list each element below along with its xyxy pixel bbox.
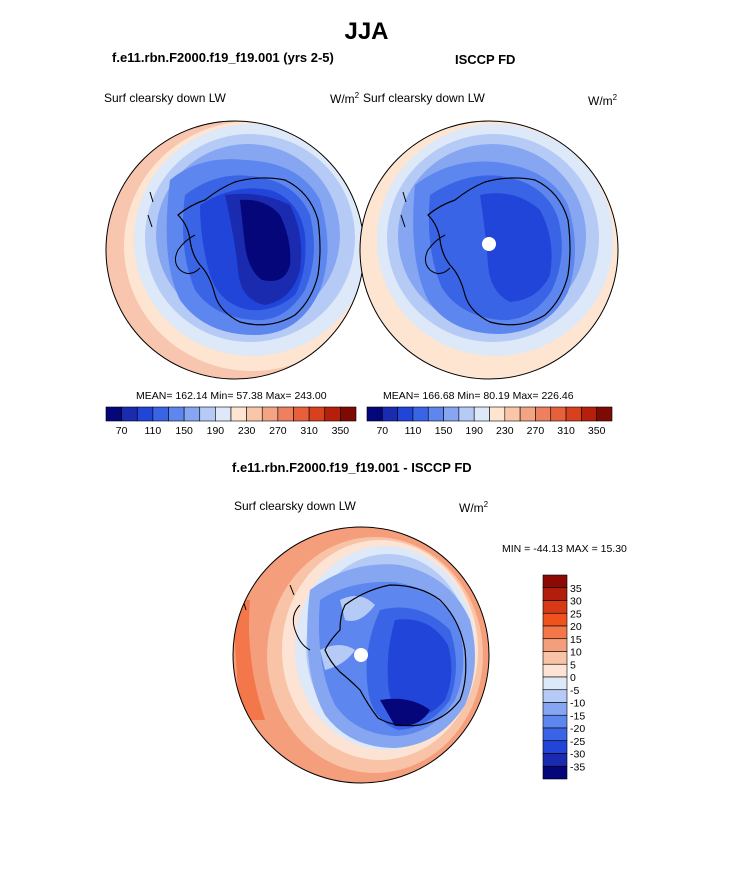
obs-colorbar: 70 110 150 190 230 270 310 350 bbox=[366, 406, 613, 437]
model-colorbar-tick-label: 350 bbox=[332, 425, 350, 437]
obs-colorbar-tick-label: 110 bbox=[405, 425, 422, 437]
diff-stats: MIN = -44.13 MAX = 15.30 bbox=[502, 543, 627, 555]
diff-colorbar-tick-label: -5 bbox=[570, 685, 579, 697]
model-colorbar-tick-label: 230 bbox=[238, 425, 256, 437]
diff-colorbar-box bbox=[542, 676, 568, 691]
model-colorbar-tick-label: 190 bbox=[207, 425, 225, 437]
obs-colorbar-box bbox=[550, 406, 567, 422]
model-panel-title: f.e11.rbn.F2000.f19_f19.001 (yrs 2-5) bbox=[112, 50, 334, 65]
diff-colorbar-tick-label: 0 bbox=[570, 672, 576, 684]
obs-colorbar-tick-label: 270 bbox=[527, 425, 545, 437]
obs-units-label: W/m2 bbox=[588, 93, 618, 108]
diff-colorbar-box bbox=[542, 638, 568, 652]
model-colorbar-box bbox=[293, 406, 310, 422]
diff-colorbar-tick-label: -25 bbox=[570, 736, 585, 748]
diff-colorbar-tick-label: 15 bbox=[570, 634, 582, 646]
diff-polar-map bbox=[232, 526, 490, 784]
obs-panel-title: ISCCP FD bbox=[455, 52, 516, 67]
diff-colorbar-tick-label: 30 bbox=[570, 596, 582, 608]
diff-colorbar-box bbox=[542, 600, 568, 614]
diff-colorbar-box bbox=[542, 689, 568, 703]
model-variable-label: Surf clearsky down LW bbox=[104, 91, 226, 105]
obs-colorbar-box bbox=[489, 406, 506, 422]
obs-colorbar-box bbox=[596, 406, 613, 422]
diff-colorbar-tick-label: -10 bbox=[570, 698, 585, 710]
obs-colorbar-tick-label: 70 bbox=[376, 425, 388, 437]
obs-colorbar-box bbox=[473, 406, 490, 422]
diff-colorbar-box bbox=[542, 714, 568, 729]
diff-colorbar-box bbox=[542, 625, 568, 640]
diff-colorbar-box bbox=[542, 727, 568, 742]
obs-colorbar-box bbox=[412, 406, 429, 422]
obs-colorbar-tick-label: 150 bbox=[435, 425, 453, 437]
diff-colorbar-box bbox=[542, 651, 568, 665]
diff-colorbar-tick-label: 25 bbox=[570, 608, 582, 620]
diff-colorbar-tick-label: -15 bbox=[570, 710, 585, 722]
model-colorbar-tick-label: 150 bbox=[175, 425, 193, 437]
model-colorbar-box bbox=[230, 406, 247, 422]
obs-colorbar-tick-label: 190 bbox=[465, 425, 483, 437]
obs-colorbar-box bbox=[519, 406, 536, 422]
obs-colorbar-box bbox=[443, 406, 460, 422]
model-colorbar-box bbox=[277, 406, 294, 422]
diff-colorbar-box bbox=[542, 663, 568, 678]
model-colorbar-box bbox=[121, 406, 138, 422]
obs-polar-map bbox=[359, 120, 619, 380]
obs-colorbar-box bbox=[458, 406, 475, 422]
obs-colorbar-box bbox=[581, 406, 597, 422]
model-colorbar-box bbox=[246, 406, 263, 422]
model-colorbar-box bbox=[215, 406, 232, 422]
model-colorbar-tick-label: 270 bbox=[269, 425, 287, 437]
diff-colorbar-tick-label: -30 bbox=[570, 749, 585, 761]
diff-colorbar-box bbox=[542, 574, 568, 589]
obs-colorbar-tick-label: 230 bbox=[496, 425, 514, 437]
obs-colorbar-box bbox=[397, 406, 414, 422]
model-colorbar-box bbox=[183, 406, 201, 422]
model-units-label: W/m2 bbox=[330, 91, 360, 106]
diff-colorbar-tick-label: -20 bbox=[570, 723, 585, 735]
obs-colorbar-box bbox=[504, 406, 521, 422]
diff-colorbar-tick-label: 5 bbox=[570, 659, 576, 671]
model-colorbar-box bbox=[340, 406, 357, 422]
model-colorbar-tick-label: 110 bbox=[145, 425, 162, 437]
diff-panel-title: f.e11.rbn.F2000.f19_f19.001 - ISCCP FD bbox=[232, 460, 472, 475]
model-stats: MEAN= 162.14 Min= 57.38 Max= 243.00 bbox=[136, 390, 327, 402]
diff-colorbar-tick-label: 10 bbox=[570, 647, 582, 659]
obs-colorbar-box bbox=[366, 406, 383, 422]
diff-colorbar-tick-label: 20 bbox=[570, 621, 582, 633]
obs-variable-label: Surf clearsky down LW bbox=[363, 91, 485, 105]
diff-colorbar-box bbox=[542, 587, 568, 601]
model-colorbar-box bbox=[308, 406, 326, 422]
model-colorbar-box bbox=[261, 406, 279, 422]
obs-colorbar-tick-label: 350 bbox=[588, 425, 606, 437]
diff-colorbar-tick-label: 35 bbox=[570, 583, 582, 595]
model-colorbar-tick-label: 70 bbox=[116, 425, 128, 437]
model-colorbar-box bbox=[324, 406, 341, 422]
model-colorbar-box bbox=[199, 406, 216, 422]
diff-colorbar-box bbox=[542, 740, 568, 754]
model-polar-map bbox=[105, 120, 365, 380]
obs-colorbar-tick-label: 310 bbox=[557, 425, 575, 437]
diff-variable-label: Surf clearsky down LW bbox=[234, 499, 356, 513]
diff-colorbar-box bbox=[542, 612, 568, 627]
obs-colorbar-box bbox=[565, 406, 582, 422]
model-colorbar-box bbox=[152, 406, 169, 422]
diff-colorbar-box bbox=[542, 765, 568, 780]
obs-colorbar-box bbox=[535, 406, 552, 422]
diff-colorbar-tick-label: -35 bbox=[570, 761, 585, 773]
obs-colorbar-box bbox=[427, 406, 444, 422]
diff-colorbar-box bbox=[542, 753, 568, 767]
obs-colorbar-box bbox=[382, 406, 398, 422]
diff-colorbar-box bbox=[542, 702, 568, 716]
model-colorbar-box bbox=[136, 406, 154, 422]
main-title: JJA bbox=[344, 18, 389, 45]
model-colorbar-box bbox=[168, 406, 185, 422]
model-colorbar: 70 110 150 190 230 270 310 350 bbox=[105, 406, 357, 437]
diff-units-label: W/m2 bbox=[459, 500, 489, 515]
model-colorbar-tick-label: 310 bbox=[300, 425, 318, 437]
obs-stats: MEAN= 166.68 Min= 80.19 Max= 226.46 bbox=[383, 390, 574, 402]
model-colorbar-box bbox=[105, 406, 122, 422]
